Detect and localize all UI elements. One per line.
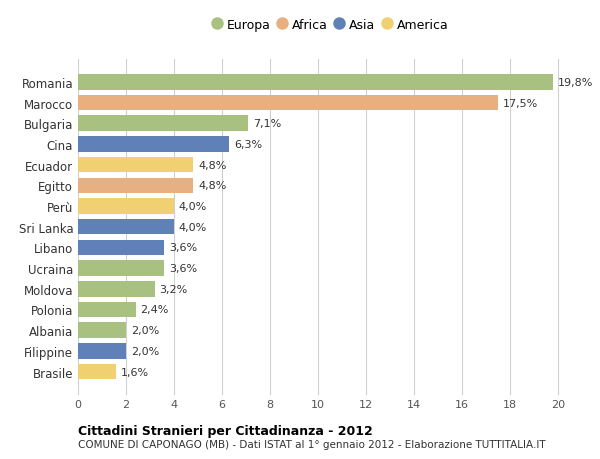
Bar bbox=[78, 240, 164, 256]
Bar bbox=[78, 199, 174, 214]
Bar bbox=[78, 261, 164, 276]
Bar bbox=[78, 75, 553, 90]
Bar bbox=[78, 157, 193, 173]
Text: 1,6%: 1,6% bbox=[121, 367, 149, 377]
Text: 3,6%: 3,6% bbox=[169, 243, 197, 253]
Text: 4,0%: 4,0% bbox=[179, 222, 207, 232]
Text: Cittadini Stranieri per Cittadinanza - 2012: Cittadini Stranieri per Cittadinanza - 2… bbox=[78, 424, 373, 437]
Text: 17,5%: 17,5% bbox=[503, 98, 538, 108]
Text: 2,0%: 2,0% bbox=[131, 325, 159, 336]
Text: 2,0%: 2,0% bbox=[131, 346, 159, 356]
Text: COMUNE DI CAPONAGO (MB) - Dati ISTAT al 1° gennaio 2012 - Elaborazione TUTTITALI: COMUNE DI CAPONAGO (MB) - Dati ISTAT al … bbox=[78, 440, 545, 449]
Text: 3,2%: 3,2% bbox=[160, 284, 188, 294]
Bar bbox=[78, 178, 193, 194]
Legend: Europa, Africa, Asia, America: Europa, Africa, Asia, America bbox=[212, 19, 448, 32]
Bar bbox=[78, 219, 174, 235]
Text: 7,1%: 7,1% bbox=[253, 119, 281, 129]
Text: 19,8%: 19,8% bbox=[558, 78, 593, 88]
Text: 2,4%: 2,4% bbox=[140, 305, 169, 315]
Bar bbox=[78, 302, 136, 318]
Bar bbox=[78, 95, 498, 111]
Text: 3,6%: 3,6% bbox=[169, 263, 197, 274]
Bar bbox=[78, 323, 126, 338]
Text: 6,3%: 6,3% bbox=[234, 140, 262, 150]
Text: 4,8%: 4,8% bbox=[198, 160, 226, 170]
Bar bbox=[78, 137, 229, 152]
Bar bbox=[78, 364, 116, 380]
Text: 4,0%: 4,0% bbox=[179, 202, 207, 212]
Bar bbox=[78, 281, 155, 297]
Bar bbox=[78, 343, 126, 359]
Text: 4,8%: 4,8% bbox=[198, 181, 226, 191]
Bar bbox=[78, 116, 248, 132]
